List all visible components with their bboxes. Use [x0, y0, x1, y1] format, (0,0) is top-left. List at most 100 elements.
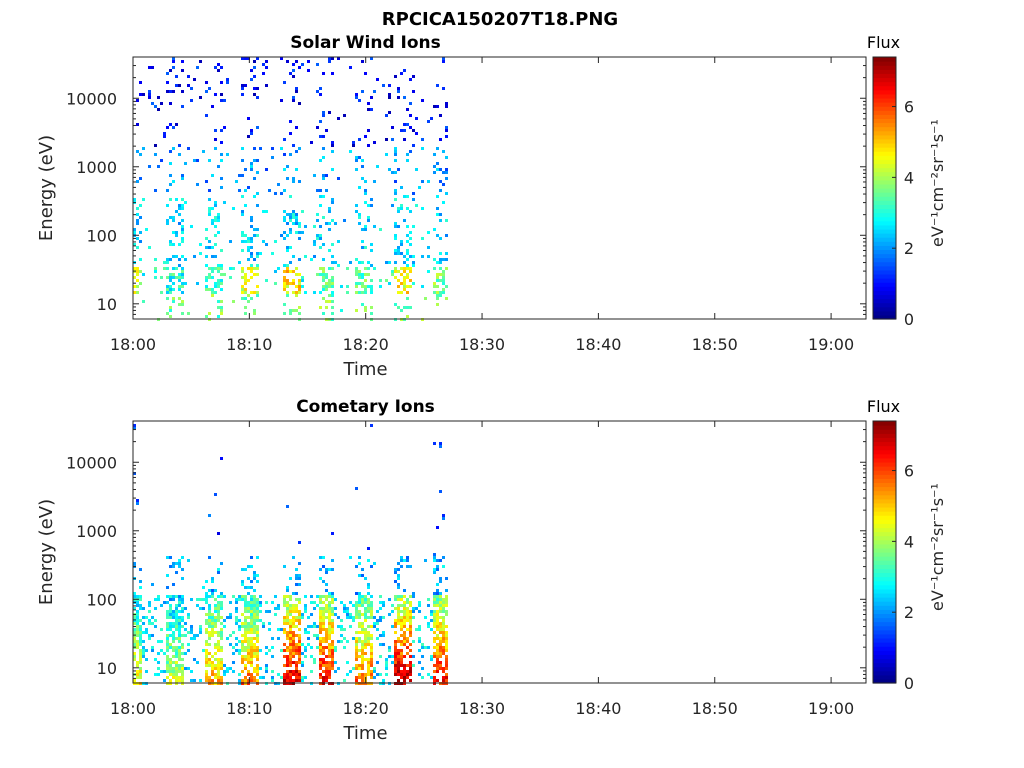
cometary-flux-pixel: [271, 637, 274, 640]
cometary-flux-pixel: [160, 640, 163, 643]
cometary-flux-pixel: [178, 652, 181, 655]
solar-wind-flux-pixel: [433, 171, 436, 174]
solar-wind-flux-pixel: [187, 75, 190, 78]
cometary-flux-pixel: [190, 631, 193, 634]
solar-wind-flux-pixel: [223, 201, 226, 204]
cometary-flux-pixel: [211, 661, 214, 664]
cometary-flux-pixel: [391, 661, 394, 664]
solar-wind-flux-pixel: [283, 219, 286, 222]
solar-wind-flux-pixel: [169, 174, 172, 177]
solar-wind-flux-pixel: [220, 264, 223, 267]
solar-wind-flux-pixel: [247, 57, 250, 60]
solar-wind-flux-pixel: [253, 291, 256, 294]
cometary-flux-pixel: [133, 637, 136, 640]
solar-wind-colorbar-segment: [873, 93, 896, 99]
solar-wind-flux-pixel: [361, 159, 364, 162]
cometary-flux-pixel: [310, 646, 313, 649]
cometary-flux-pixel: [250, 607, 253, 610]
cometary-flux-pixel: [409, 664, 412, 667]
solar-wind-flux-pixel: [355, 204, 358, 207]
cometary-flux-pixel: [313, 634, 316, 637]
cometary-flux-pixel: [286, 505, 289, 508]
solar-wind-colorbar-segment: [873, 188, 896, 193]
solar-wind-flux-pixel: [181, 276, 184, 279]
solar-wind-flux-pixel: [427, 231, 430, 234]
solar-wind-flux-pixel: [361, 291, 364, 294]
solar-wind-flux-pixel: [322, 72, 325, 75]
cometary-flux-pixel: [394, 625, 397, 628]
cometary-flux-pixel: [133, 655, 136, 658]
solar-wind-flux-pixel: [136, 180, 139, 183]
solar-wind-flux-pixel: [331, 243, 334, 246]
cometary-flux-pixel: [403, 679, 406, 682]
cometary-flux-pixel: [412, 655, 415, 658]
cometary-flux-pixel: [325, 637, 328, 640]
solar-wind-flux-pixel: [403, 96, 406, 99]
solar-wind-flux-pixel: [211, 174, 214, 177]
cometary-flux-pixel: [430, 658, 433, 661]
solar-wind-flux-pixel: [250, 129, 253, 132]
solar-wind-flux-pixel: [133, 231, 136, 234]
cometary-flux-pixel: [208, 634, 211, 637]
cometary-flux-pixel: [325, 568, 328, 571]
cometary-flux-pixel: [370, 634, 373, 637]
cometary-flux-pixel: [223, 673, 226, 676]
solar-wind-flux-pixel: [256, 57, 259, 60]
solar-wind-flux-pixel: [208, 198, 211, 201]
cometary-flux-pixel: [226, 637, 229, 640]
solar-wind-flux-pixel: [394, 276, 397, 279]
cometary-colorbar-segment: [873, 584, 896, 590]
cometary-flux-pixel: [250, 673, 253, 676]
cometary-flux-pixel: [229, 613, 232, 616]
cometary-colorbar-segment: [873, 609, 896, 615]
solar-wind-flux-pixel: [292, 309, 295, 312]
solar-wind-flux-pixel: [217, 300, 220, 303]
solar-wind-flux-pixel: [262, 210, 265, 213]
cometary-colorbar-segment: [873, 466, 896, 471]
solar-wind-flux-pixel: [421, 285, 424, 288]
cometary-flux-pixel: [406, 670, 409, 673]
cometary-flux-pixel: [247, 661, 250, 664]
cometary-y-tick-label: 10000: [66, 453, 117, 472]
cometary-flux-pixel: [364, 631, 367, 634]
cometary-flux-pixel: [436, 625, 439, 628]
cometary-flux-pixel: [367, 616, 370, 619]
solar-wind-flux-pixel: [241, 93, 244, 96]
solar-wind-flux-pixel: [178, 303, 181, 306]
cometary-colorbar-title: Flux: [867, 397, 900, 416]
solar-wind-flux-pixel: [397, 96, 400, 99]
cometary-flux-pixel: [139, 649, 142, 652]
cometary-flux-pixel: [223, 664, 226, 667]
solar-wind-colorbar-segment: [873, 110, 896, 115]
cometary-flux-pixel: [385, 661, 388, 664]
cometary-flux-pixel: [442, 616, 445, 619]
cometary-flux-pixel: [187, 631, 190, 634]
solar-wind-flux-pixel: [391, 204, 394, 207]
cometary-flux-pixel: [286, 613, 289, 616]
cometary-flux-pixel: [319, 625, 322, 628]
cometary-flux-pixel: [445, 637, 448, 640]
cometary-flux-pixel: [316, 625, 319, 628]
cometary-flux-pixel: [403, 625, 406, 628]
solar-wind-flux-pixel: [292, 144, 295, 147]
cometary-flux-pixel: [364, 610, 367, 613]
solar-wind-flux-pixel: [181, 300, 184, 303]
cometary-flux-pixel: [301, 661, 304, 664]
cometary-flux-pixel: [328, 568, 331, 571]
solar-wind-flux-pixel: [214, 66, 217, 69]
cometary-flux-pixel: [301, 613, 304, 616]
cometary-flux-pixel: [166, 643, 169, 646]
solar-wind-flux-pixel: [148, 246, 151, 249]
solar-wind-flux-pixel: [406, 306, 409, 309]
cometary-flux-pixel: [358, 622, 361, 625]
solar-wind-flux-pixel: [271, 252, 274, 255]
cometary-flux-pixel: [262, 622, 265, 625]
cometary-flux-pixel: [220, 649, 223, 652]
cometary-flux-pixel: [244, 604, 247, 607]
cometary-flux-pixel: [172, 616, 175, 619]
solar-wind-flux-pixel: [364, 72, 367, 75]
cometary-flux-pixel: [325, 676, 328, 679]
cometary-flux-pixel: [205, 640, 208, 643]
solar-wind-flux-pixel: [241, 213, 244, 216]
cometary-flux-pixel: [256, 673, 259, 676]
